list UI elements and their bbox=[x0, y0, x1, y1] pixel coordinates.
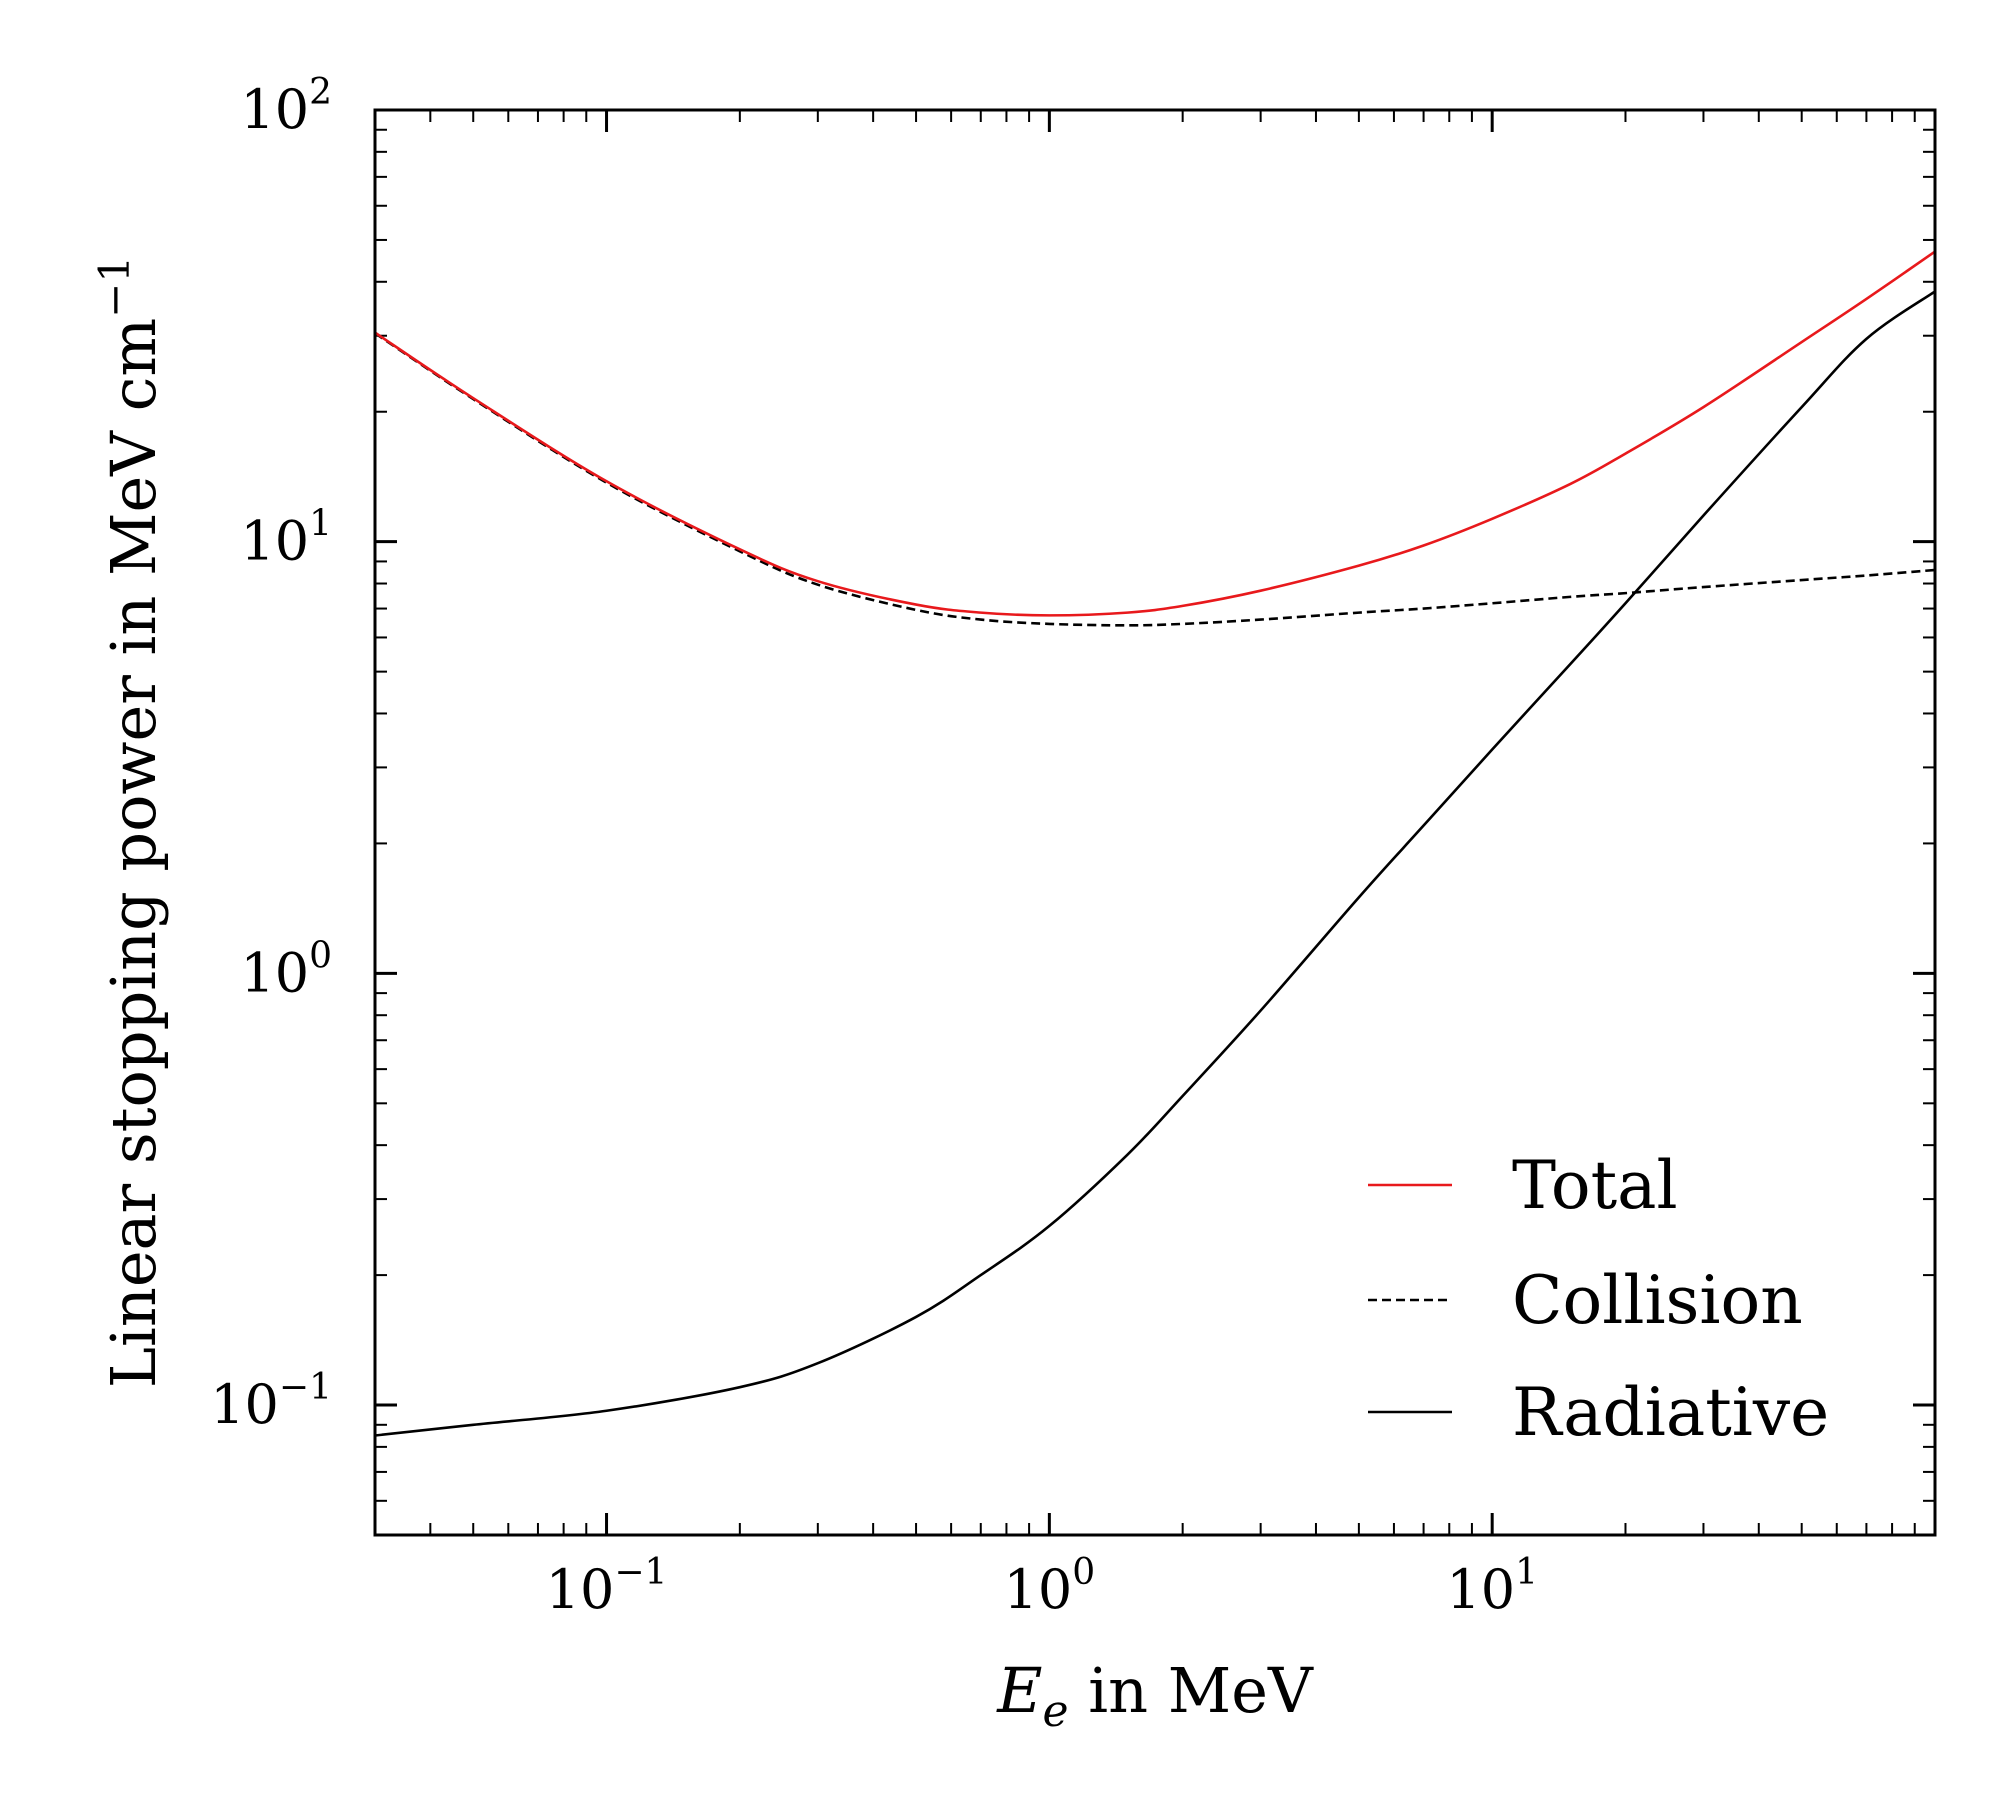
legend: Total Collision Radiative bbox=[1368, 1147, 1829, 1451]
series-line-collision bbox=[374, 332, 1936, 627]
ticks-layer bbox=[374, 108, 1937, 1536]
plot-frame bbox=[373, 108, 1937, 1537]
x-axis-label: Ee in MeV bbox=[996, 1654, 1314, 1737]
y-tick-label-1: 100 bbox=[240, 935, 332, 1004]
y-tick-labels: 10−1 100 101 102 bbox=[210, 72, 332, 1436]
y-tick-label-0: 10−1 bbox=[210, 1367, 332, 1436]
x-tick-label-1: 100 bbox=[1004, 1552, 1096, 1621]
legend-label-radiative: Radiative bbox=[1512, 1374, 1829, 1451]
y-tick-label-3: 102 bbox=[240, 72, 332, 141]
x-tick-label-2: 101 bbox=[1446, 1552, 1538, 1621]
x-tick-labels: 10−1 100 101 bbox=[546, 1552, 1538, 1621]
legend-label-total: Total bbox=[1512, 1147, 1678, 1224]
y-axis-label: Linear stopping power in MeV cm−1 bbox=[90, 256, 170, 1388]
x-tick-label-0: 10−1 bbox=[546, 1552, 668, 1621]
legend-label-collision: Collision bbox=[1512, 1262, 1803, 1339]
y-tick-label-2: 101 bbox=[240, 504, 332, 573]
series-layer bbox=[374, 250, 1936, 1437]
series-line-total bbox=[374, 250, 1936, 617]
series-line-radiative bbox=[374, 290, 1936, 1437]
